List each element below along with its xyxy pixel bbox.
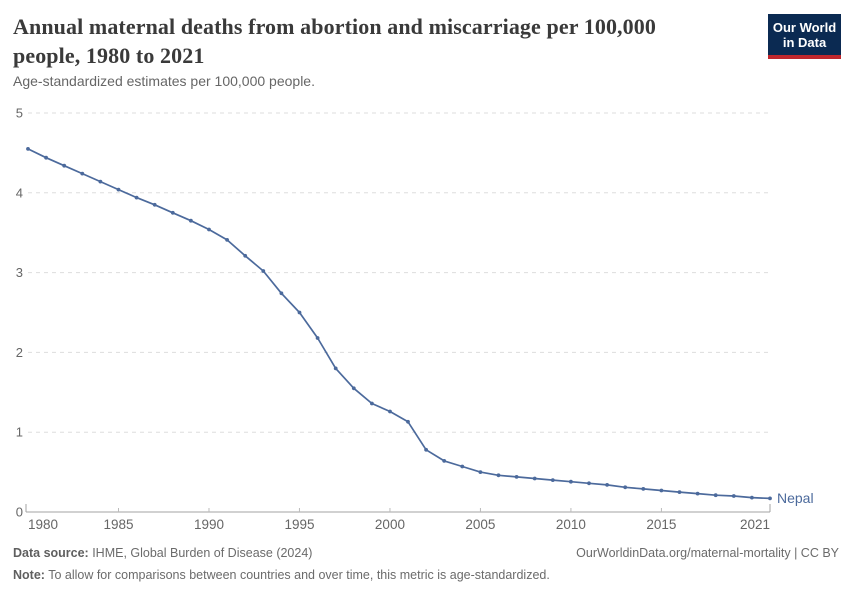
data-point[interactable] bbox=[315, 336, 320, 340]
data-point[interactable] bbox=[442, 459, 447, 463]
y-tick-label: 1 bbox=[16, 425, 23, 440]
data-point[interactable] bbox=[26, 147, 30, 151]
x-tick-label: 1995 bbox=[284, 517, 314, 532]
y-tick-label: 3 bbox=[16, 265, 23, 280]
data-point[interactable] bbox=[713, 493, 718, 498]
y-tick-label: 2 bbox=[16, 345, 23, 360]
data-point[interactable] bbox=[98, 179, 103, 184]
chart-subtitle: Age-standardized estimates per 100,000 p… bbox=[13, 73, 315, 89]
owid-logo[interactable]: Our World in Data bbox=[768, 14, 841, 59]
data-point[interactable] bbox=[333, 366, 338, 371]
x-tick-label: 1990 bbox=[194, 517, 224, 532]
data-point[interactable] bbox=[532, 476, 537, 481]
data-point[interactable] bbox=[587, 481, 591, 486]
data-point[interactable] bbox=[605, 483, 609, 487]
data-point[interactable] bbox=[406, 419, 410, 424]
x-tick-label: 2021 bbox=[740, 517, 770, 532]
data-point[interactable] bbox=[189, 218, 193, 223]
data-point[interactable] bbox=[659, 488, 664, 493]
data-point[interactable] bbox=[478, 470, 483, 474]
data-point[interactable] bbox=[351, 386, 356, 391]
data-point[interactable] bbox=[460, 464, 465, 469]
data-source-text: Data source: IHME, Global Burden of Dise… bbox=[13, 546, 313, 560]
data-point[interactable] bbox=[768, 496, 772, 501]
data-point[interactable] bbox=[207, 227, 211, 232]
data-point[interactable] bbox=[62, 163, 67, 168]
entity-label[interactable]: Nepal bbox=[777, 490, 814, 506]
x-tick-label: 2005 bbox=[465, 517, 495, 532]
data-point[interactable] bbox=[370, 401, 374, 406]
data-point[interactable] bbox=[243, 253, 248, 258]
data-point[interactable] bbox=[261, 269, 266, 273]
owid-logo-line1: Our World bbox=[772, 19, 837, 35]
data-point[interactable] bbox=[424, 447, 428, 452]
x-tick-label: 1985 bbox=[103, 517, 133, 532]
data-point[interactable] bbox=[623, 485, 628, 490]
data-point[interactable] bbox=[695, 491, 700, 496]
data-point[interactable] bbox=[116, 187, 121, 192]
data-point[interactable] bbox=[496, 473, 501, 478]
data-point[interactable] bbox=[569, 479, 573, 484]
owid-citation-link[interactable]: OurWorldinData.org/maternal-mortality | … bbox=[576, 546, 839, 560]
x-tick-label: 2010 bbox=[556, 517, 586, 532]
y-tick-label: 0 bbox=[16, 505, 23, 520]
note-text: Note: To allow for comparisons between c… bbox=[13, 568, 550, 582]
data-line[interactable] bbox=[27, 148, 771, 500]
data-point[interactable] bbox=[750, 495, 754, 500]
data-point[interactable] bbox=[134, 195, 139, 200]
data-point[interactable] bbox=[152, 202, 157, 207]
data-point[interactable] bbox=[170, 210, 175, 215]
data-point[interactable] bbox=[641, 487, 646, 491]
chart-footer: Data source: IHME, Global Burden of Dise… bbox=[13, 542, 839, 586]
owid-logo-line2: in Data bbox=[782, 34, 827, 50]
data-point[interactable] bbox=[225, 238, 230, 242]
data-point[interactable] bbox=[388, 409, 392, 414]
y-tick-label: 4 bbox=[16, 185, 23, 200]
chart-title: Annual maternal deaths from abortion and… bbox=[13, 14, 656, 68]
x-tick-label: 2015 bbox=[646, 517, 676, 532]
data-point[interactable] bbox=[279, 291, 284, 296]
data-point[interactable] bbox=[550, 478, 555, 482]
data-point[interactable] bbox=[677, 490, 682, 494]
x-tick-label: 1980 bbox=[28, 517, 58, 532]
x-tick-label: 2000 bbox=[375, 517, 405, 532]
y-tick-label: 5 bbox=[16, 106, 23, 121]
data-point[interactable] bbox=[514, 475, 519, 479]
data-point[interactable] bbox=[297, 310, 302, 315]
data-point[interactable] bbox=[44, 155, 48, 160]
data-point[interactable] bbox=[731, 494, 736, 498]
data-point[interactable] bbox=[80, 171, 85, 176]
